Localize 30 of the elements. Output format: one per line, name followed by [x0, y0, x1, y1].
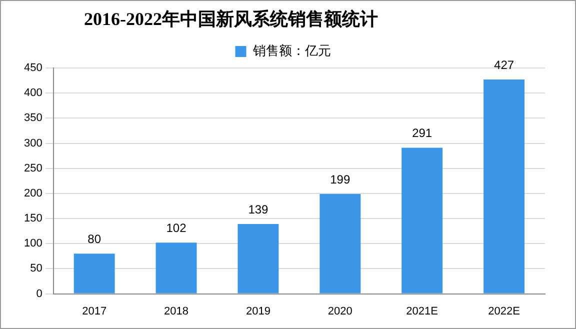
data-label: 80 — [88, 232, 102, 246]
x-tick-label: 2019 — [246, 305, 270, 318]
y-tick-label: 450 — [24, 62, 42, 74]
x-tick-label: 2022E — [488, 305, 520, 318]
y-tick-label: 50 — [30, 262, 42, 275]
y-tick-label: 100 — [24, 238, 42, 250]
data-label: 291 — [412, 126, 432, 140]
bar — [484, 80, 525, 294]
data-label: 427 — [494, 58, 514, 72]
data-label: 199 — [330, 172, 350, 186]
legend-label: 销售额：亿元 — [252, 44, 331, 59]
data-label: 139 — [248, 202, 269, 216]
bar — [238, 224, 279, 294]
bar — [320, 194, 361, 294]
chart-title: 2016-2022年中国新风系统销售额统计 — [83, 8, 379, 31]
x-tick-label: 2020 — [328, 305, 352, 318]
y-tick-label: 0 — [36, 288, 42, 300]
y-tick-label: 400 — [24, 87, 42, 100]
data-label: 102 — [166, 220, 187, 235]
bar — [156, 242, 197, 294]
y-tick-label: 250 — [24, 162, 42, 174]
y-tick-label: 200 — [24, 187, 42, 200]
x-tick-label: 2021E — [406, 305, 438, 318]
x-tick-label: 2017 — [82, 305, 107, 318]
bar — [402, 148, 443, 294]
x-tick-label: 2018 — [164, 305, 189, 318]
y-tick-label: 150 — [24, 212, 42, 225]
bar — [74, 254, 115, 294]
y-tick-label: 300 — [24, 137, 42, 150]
y-tick-label: 350 — [24, 112, 42, 124]
